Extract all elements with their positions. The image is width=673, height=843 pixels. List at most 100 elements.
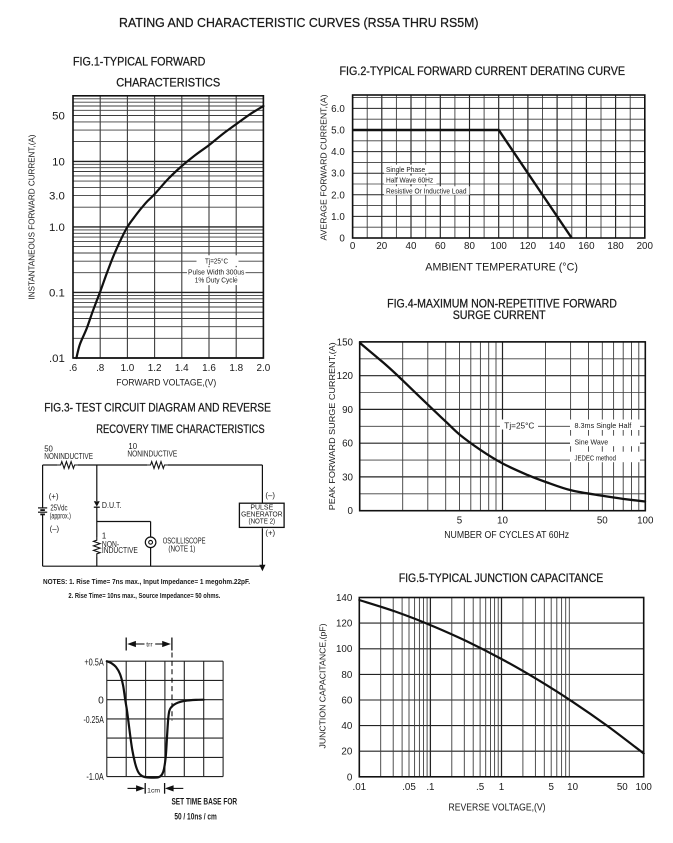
svg-text:120: 120 [520,241,537,252]
svg-text:30: 30 [342,472,353,483]
svg-text:1: 1 [499,782,504,793]
svg-text:90: 90 [342,405,353,416]
svg-text:RATING AND CHARACTERISTIC CURV: RATING AND CHARACTERISTIC CURVES (RS5A T… [119,16,479,30]
svg-text:1.0: 1.0 [331,212,345,223]
svg-text:1.6: 1.6 [202,363,216,374]
svg-text:2.0: 2.0 [331,190,345,201]
svg-text:NONINDUCTIVE: NONINDUCTIVE [127,449,177,458]
svg-text:50: 50 [617,782,628,793]
svg-text:FIG.5-TYPICAL JUNCTION CAPACIT: FIG.5-TYPICAL JUNCTION CAPACITANCE [399,573,604,585]
svg-text:REVERSE VOLTAGE,(V): REVERSE VOLTAGE,(V) [449,803,546,814]
svg-text:INSTANTANEOUS FORWARD CURRENT,: INSTANTANEOUS FORWARD CURRENT,(A) [26,134,36,299]
svg-text:1% Duty Cycle: 1% Duty Cycle [195,275,238,284]
svg-text:Tj=25°C: Tj=25°C [205,257,228,266]
svg-text:1: 1 [102,531,106,540]
svg-text:NUMBER OF CYCLES AT 60Hz: NUMBER OF CYCLES AT 60Hz [444,530,569,541]
svg-text:.01: .01 [352,782,366,793]
svg-text:(approx.): (approx.) [50,511,72,520]
svg-text:FIG.3- TEST CIRCUIT DIAGRAM AN: FIG.3- TEST CIRCUIT DIAGRAM AND REVERSE [44,402,271,414]
svg-text:8.3ms Single Half: 8.3ms Single Half [575,421,633,430]
svg-text:INDUCTIVE: INDUCTIVE [102,546,138,555]
svg-text:OSCILLISCOPE: OSCILLISCOPE [163,536,206,545]
svg-text:.8: .8 [96,363,105,374]
svg-text:PULSE: PULSE [250,505,273,512]
svg-text:1.2: 1.2 [148,363,162,374]
svg-text:0: 0 [339,234,345,245]
svg-text:D.U.T.: D.U.T. [102,501,122,510]
svg-text:JUNCTION CAPACITANCE,(pF): JUNCTION CAPACITANCE,(pF) [318,623,328,748]
svg-text:trr: trr [146,642,153,649]
svg-text:5: 5 [548,782,554,793]
svg-text:50 / 10ns / cm: 50 / 10ns / cm [174,812,217,822]
svg-text:1.8: 1.8 [229,363,243,374]
svg-text:2. Rise Time= 10ns max., Sourc: 2. Rise Time= 10ns max., Source Impedanc… [68,591,220,600]
svg-text:200: 200 [637,241,654,252]
svg-text:60: 60 [341,696,352,707]
svg-text:(+): (+) [49,492,59,501]
svg-text:Tj=25°C: Tj=25°C [504,421,534,431]
svg-text:(NOTE 2): (NOTE 2) [249,519,276,526]
svg-text:.5: .5 [476,782,485,793]
svg-text:80: 80 [341,670,352,681]
svg-text:1.4: 1.4 [175,363,189,374]
svg-text:Resistive Or Inductive Load: Resistive Or Inductive Load [386,186,467,195]
svg-text:160: 160 [578,241,595,252]
svg-text:180: 180 [607,241,624,252]
svg-text:50: 50 [52,111,65,123]
svg-text:(–): (–) [50,524,60,533]
svg-text:1.0: 1.0 [49,222,65,234]
svg-text:10: 10 [497,516,508,527]
svg-text:140: 140 [549,241,566,252]
svg-text:FIG.4-MAXIMUM NON-REPETITIVE F: FIG.4-MAXIMUM NON-REPETITIVE FORWARD [387,298,617,310]
svg-text:AMBIENT TEMPERATURE (°C): AMBIENT TEMPERATURE (°C) [425,261,578,273]
svg-text:0: 0 [348,506,354,517]
svg-text:(NOTE 1): (NOTE 1) [168,545,195,554]
svg-text:(–): (–) [265,491,275,500]
svg-text:60: 60 [435,241,446,252]
svg-text:.05: .05 [402,782,416,793]
svg-text:20: 20 [376,241,387,252]
svg-text:140: 140 [336,593,353,604]
svg-text:5: 5 [457,516,463,527]
svg-text:FIG.1-TYPICAL FORWARD: FIG.1-TYPICAL FORWARD [73,57,205,69]
svg-text:150: 150 [337,337,354,348]
svg-text:5.0: 5.0 [331,126,345,137]
svg-text:0: 0 [350,241,356,252]
svg-text:0: 0 [98,695,104,706]
svg-text:+0.5A: +0.5A [84,657,104,668]
svg-text:Half Wave 60Hz: Half Wave 60Hz [386,176,434,185]
svg-text:-1.0A: -1.0A [86,772,104,783]
svg-text:100: 100 [637,516,654,527]
svg-text:CHARACTERISTICS: CHARACTERISTICS [116,78,220,90]
svg-text:SET TIME BASE FOR: SET TIME BASE FOR [171,797,237,807]
svg-text:60: 60 [342,439,353,450]
svg-text:25Vdc: 25Vdc [50,503,67,512]
svg-text:.1: .1 [426,782,434,793]
svg-text:50: 50 [597,516,608,527]
svg-text:NOTES: 1. Rise Time= 7ns max.,: NOTES: 1. Rise Time= 7ns max., Input Imp… [43,577,250,586]
svg-text:100: 100 [636,782,653,793]
svg-text:.6: .6 [69,363,78,374]
svg-text:Sine Wave: Sine Wave [575,437,609,446]
svg-text:40: 40 [341,721,352,732]
svg-text:100: 100 [336,644,353,655]
svg-text:(+): (+) [265,529,275,538]
svg-text:1.0: 1.0 [121,363,135,374]
svg-text:Pulse Width 300us: Pulse Width 300us [188,268,245,277]
svg-text:100: 100 [491,241,508,252]
svg-text:-0.25A: -0.25A [84,715,104,726]
svg-text:Single Phase: Single Phase [386,165,425,174]
svg-text:40: 40 [406,241,417,252]
svg-text:10: 10 [567,782,578,793]
svg-text:1cm: 1cm [147,787,160,794]
svg-text:SURGE CURRENT: SURGE CURRENT [453,310,546,322]
svg-text:4.0: 4.0 [331,147,345,158]
svg-text:120: 120 [337,371,354,382]
svg-text:PEAK FORWARD SURGE CURRENT,(A): PEAK FORWARD SURGE CURRENT,(A) [327,342,337,510]
svg-text:10: 10 [128,442,137,451]
svg-text:0: 0 [347,772,353,783]
svg-text:AVERAGE FORWARD CURRENT,(A): AVERAGE FORWARD CURRENT,(A) [319,94,329,240]
svg-text:NONINDUCTIVE: NONINDUCTIVE [44,452,93,461]
svg-text:3.0: 3.0 [331,169,345,180]
svg-text:3.0: 3.0 [49,191,65,203]
